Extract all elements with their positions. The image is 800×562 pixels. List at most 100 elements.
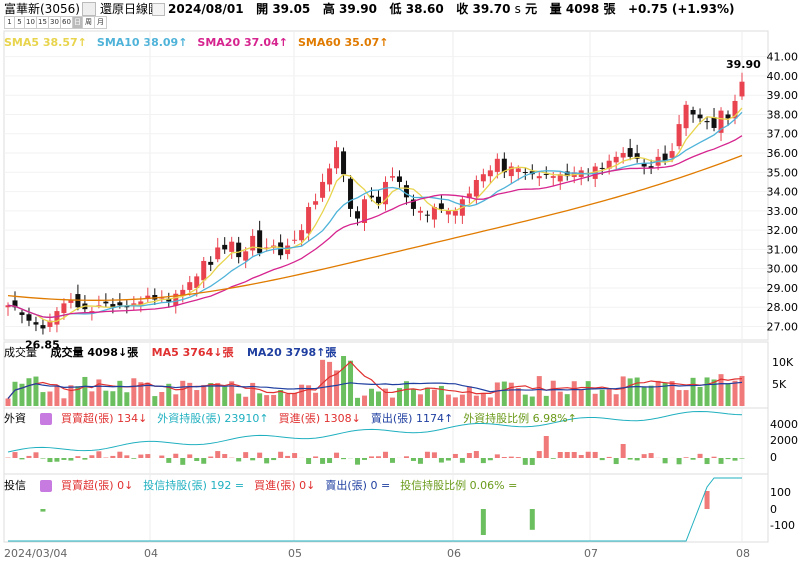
foreign-bar-87 bbox=[613, 458, 619, 465]
volume-bar-28 bbox=[201, 384, 207, 406]
trust-legend: 投信 買賣超(張) 0↓ 投信持股(張) 192 = 買進(張) 0↓ 賣出(張) 0… bbox=[4, 477, 527, 493]
foreign-item-1: 外資持股(張) 23910↑ bbox=[157, 412, 269, 425]
volume-bar-56 bbox=[396, 388, 402, 406]
trust-bar-0 bbox=[40, 509, 46, 512]
foreign-bar-55 bbox=[389, 458, 395, 463]
volume-bar-3 bbox=[26, 378, 32, 406]
candle-body-7 bbox=[54, 311, 60, 325]
candle-body-64 bbox=[452, 210, 458, 216]
foreign-bar-24 bbox=[173, 453, 179, 458]
candle-body-94 bbox=[662, 153, 668, 161]
volume-bar-95 bbox=[669, 381, 675, 406]
x-label-2: 05 bbox=[288, 547, 302, 560]
candle-body-14 bbox=[103, 301, 109, 304]
ohlc-bar: 2024/08/01 開 39.05 高 39.90 低 38.60 收 39.… bbox=[168, 2, 735, 16]
foreign-bar-2 bbox=[19, 458, 25, 460]
volume-bar-79 bbox=[557, 391, 563, 406]
foreign-bar-23 bbox=[166, 458, 172, 463]
volume-bar-1 bbox=[12, 381, 18, 406]
foreign-bar-39 bbox=[278, 451, 284, 458]
volume-tick-0: 10K bbox=[772, 356, 794, 369]
price-tick-3: 38.00 bbox=[767, 108, 799, 121]
foreign-bar-74 bbox=[522, 458, 528, 465]
foreign-bar-33 bbox=[236, 458, 242, 462]
dropdown-icon[interactable] bbox=[82, 2, 96, 16]
volume-bar-61 bbox=[431, 389, 437, 406]
candle-body-97 bbox=[683, 104, 689, 129]
foreign-bar-45 bbox=[320, 458, 326, 464]
volume-bar-19 bbox=[138, 382, 144, 406]
trust-item-4: 投信持股比例 0.06% = bbox=[400, 479, 518, 492]
volume-legend: 成交量 成交量 4098↓張 MA5 3764↓張 MA20 3798↑張 bbox=[4, 344, 346, 360]
volume-bar-65 bbox=[459, 394, 465, 406]
candle-body-53 bbox=[375, 196, 381, 204]
volume-bar-97 bbox=[683, 390, 689, 406]
volume-bar-0 bbox=[5, 398, 11, 406]
candle-body-60 bbox=[424, 214, 430, 216]
volume-title: 成交量 bbox=[4, 346, 37, 359]
foreign-bar-7 bbox=[54, 458, 60, 462]
candle-body-35 bbox=[250, 235, 256, 251]
volume-ma20-line bbox=[7, 381, 743, 399]
volume-bar-87 bbox=[613, 394, 619, 406]
candle-body-19 bbox=[138, 301, 144, 306]
candle-body-104 bbox=[732, 100, 738, 119]
foreign-bar-43 bbox=[306, 458, 312, 465]
volume-bar-69 bbox=[487, 397, 493, 406]
open-value: 39.05 bbox=[272, 2, 311, 16]
x-label-3: 06 bbox=[447, 547, 461, 560]
foreign-bar-27 bbox=[194, 458, 200, 462]
volume-bar-88 bbox=[620, 376, 626, 406]
ma-line-10 bbox=[7, 111, 743, 319]
volume-bar-51 bbox=[362, 395, 368, 406]
foreign-bar-103 bbox=[725, 458, 731, 460]
candle-body-88 bbox=[620, 153, 626, 158]
list-icon[interactable] bbox=[39, 480, 52, 492]
volume-bar-9 bbox=[68, 385, 74, 406]
foreign-bar-77 bbox=[543, 436, 549, 458]
change-value: +0.75 (+1.93%) bbox=[628, 2, 735, 16]
volume-bar-46 bbox=[327, 361, 333, 406]
candle-body-49 bbox=[348, 178, 354, 209]
volume-bar-35 bbox=[250, 382, 256, 406]
chart-mode-label[interactable]: 還原日線圖 bbox=[100, 2, 161, 16]
candle-body-98 bbox=[690, 109, 696, 115]
candle-body-3 bbox=[26, 314, 32, 321]
foreign-bar-62 bbox=[438, 458, 444, 463]
volume-bar-24 bbox=[173, 394, 179, 406]
foreign-bar-16 bbox=[117, 451, 123, 458]
volume-bar-81 bbox=[571, 381, 577, 406]
volume-bar-37 bbox=[264, 395, 270, 406]
foreign-legend: 外資 買賣超(張) 134↓ 外資持股(張) 23910↑ 買進(張) 1308↓ 賣… bbox=[4, 410, 587, 426]
volume-bar-23 bbox=[166, 383, 172, 406]
volume-value-label: 成交量 4098↓張 bbox=[50, 346, 139, 359]
foreign-bar-41 bbox=[292, 453, 298, 458]
period-button-3[interactable]: 15 bbox=[36, 16, 49, 29]
volume-bar-80 bbox=[564, 394, 570, 406]
period-button-8[interactable]: 月 bbox=[94, 16, 107, 29]
foreign-bar-31 bbox=[222, 454, 228, 458]
foreign-item-3: 賣出(張) 1174↑ bbox=[370, 412, 454, 425]
ma-legend-item-1: SMA10 38.09↑ bbox=[96, 36, 188, 49]
foreign-bar-50 bbox=[355, 458, 361, 465]
list-icon[interactable] bbox=[39, 413, 52, 425]
price-tick-11: 30.00 bbox=[767, 263, 799, 276]
volume-bar-42 bbox=[299, 384, 305, 406]
foreign-bar-90 bbox=[634, 458, 640, 461]
candle-body-20 bbox=[145, 295, 151, 299]
checkbox-icon[interactable] bbox=[152, 3, 165, 16]
trust-bar-1 bbox=[529, 509, 535, 530]
volume-bar-70 bbox=[494, 382, 500, 406]
volume-bar-100 bbox=[704, 377, 710, 406]
volume-bar-91 bbox=[641, 386, 647, 406]
ma-legend: SMA5 38.57↑ SMA10 38.09↑ SMA20 37.04↑ SMA60… bbox=[4, 31, 398, 49]
volume-bar-76 bbox=[536, 376, 542, 406]
volume-bar-38 bbox=[271, 394, 277, 406]
foreign-bar-94 bbox=[662, 458, 668, 464]
candle-body-76 bbox=[536, 176, 542, 179]
foreign-bar-60 bbox=[424, 451, 430, 458]
price-tick-12: 29.00 bbox=[767, 282, 799, 295]
volume-bar-43 bbox=[306, 385, 312, 406]
chart-header: 富華新(3056) 還原日線圖 2024/08/01 開 39.05 高 39.… bbox=[0, 0, 800, 30]
